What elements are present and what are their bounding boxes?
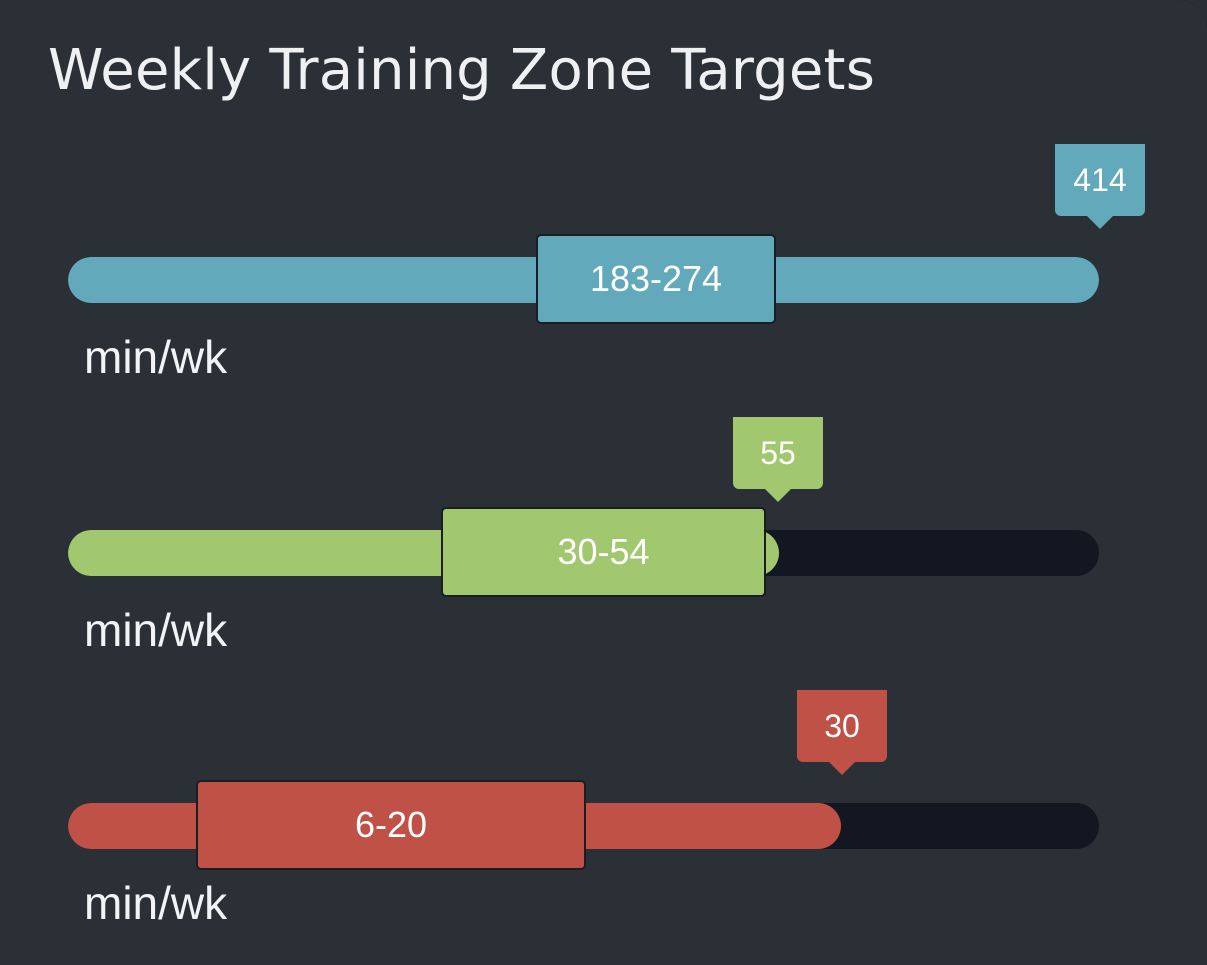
marker-pointer-icon <box>829 762 855 775</box>
zone-1-target-range[interactable]: 183-274 <box>536 234 776 324</box>
zone-3-unit: min/wk <box>84 877 228 929</box>
page-title: Weekly Training Zone Targets <box>48 38 876 103</box>
zone-row-2: 30-54 55 min/wk <box>0 0 1207 656</box>
marker-pointer-icon <box>1087 216 1113 229</box>
zone-row-1: 183-274 414 min/wk <box>0 0 1207 383</box>
zone-2-value-marker: 55 <box>733 417 823 502</box>
marker-pointer-icon <box>765 489 791 502</box>
zone-row-3: 6-20 30 min/wk <box>0 0 1207 929</box>
zone-1-value-marker: 414 <box>1055 144 1145 229</box>
zone-2-value-label: 55 <box>760 434 796 471</box>
zone-3-target-range[interactable]: 6-20 <box>196 780 586 870</box>
card-corner <box>1177 0 1207 30</box>
zone-3-value-marker: 30 <box>797 690 887 775</box>
zone-3-value-label: 30 <box>824 707 860 744</box>
zone-2-target-range[interactable]: 30-54 <box>441 507 766 597</box>
zone-1-unit: min/wk <box>84 331 228 383</box>
zone-1-value-label: 414 <box>1073 161 1127 198</box>
zone-2-unit: min/wk <box>84 604 228 656</box>
